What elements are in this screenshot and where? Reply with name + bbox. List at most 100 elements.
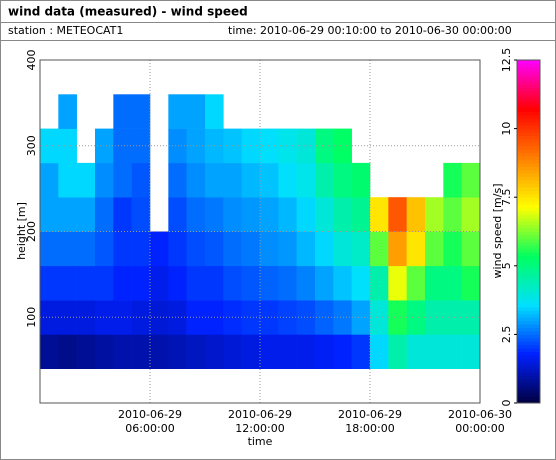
colorbar-segment	[517, 378, 540, 383]
colorbar-segment	[517, 228, 540, 232]
colorbar-segment	[517, 97, 540, 102]
cell	[186, 197, 206, 232]
colorbar-segment	[517, 330, 540, 335]
colorbar-segment	[517, 186, 540, 191]
colorbar-segment	[517, 197, 540, 202]
cell	[351, 265, 371, 301]
colorbar-tick-label: 7.5	[500, 188, 513, 206]
colorbar-segment	[517, 84, 540, 88]
cell	[58, 162, 77, 198]
cell	[351, 300, 371, 335]
colorbar-segment	[517, 372, 540, 377]
cell	[76, 197, 96, 232]
cell	[168, 231, 187, 267]
colorbar-tick-label: 10	[500, 122, 513, 136]
cell	[131, 334, 151, 369]
cell	[223, 334, 242, 369]
colorbar-segment	[517, 66, 540, 71]
cell	[168, 300, 187, 335]
colorbar-segment	[517, 193, 540, 198]
cell	[296, 300, 316, 335]
cell	[113, 334, 132, 369]
cell	[95, 128, 114, 164]
cell	[95, 334, 114, 369]
colorbar-segment	[517, 94, 540, 99]
cell	[351, 231, 371, 267]
y-tick-label: 100	[25, 307, 38, 328]
colorbar-segment	[517, 169, 540, 174]
colorbar-segment	[517, 354, 540, 359]
colorbar-segment	[517, 190, 540, 195]
cell	[186, 300, 206, 335]
colorbar-label: wind speed [m/s]	[491, 184, 504, 279]
cell	[461, 300, 481, 335]
colorbar-segment	[517, 221, 540, 226]
colorbar-segment	[517, 289, 540, 294]
cell	[131, 300, 151, 335]
colorbar-segment	[517, 77, 540, 82]
cell	[260, 197, 279, 232]
colorbar-segment	[517, 252, 540, 257]
cell	[260, 300, 279, 335]
cell	[461, 334, 481, 369]
cell	[260, 334, 279, 369]
colorbar-segment	[517, 111, 540, 116]
cell	[131, 162, 151, 198]
colorbar-segment	[517, 389, 540, 394]
colorbar-tick-label: 2.5	[500, 326, 513, 344]
cell	[315, 197, 334, 232]
colorbar-segment	[517, 183, 540, 188]
cell	[296, 231, 316, 267]
cell	[278, 231, 297, 267]
cell	[58, 265, 77, 301]
colorbar-segment	[517, 234, 540, 239]
y-tick-label: 300	[25, 135, 38, 156]
colorbar-segment	[517, 327, 540, 332]
colorbar-segment	[517, 358, 540, 363]
colorbar-segment	[517, 63, 540, 68]
cell	[76, 162, 96, 198]
x-tick-label: 2010-06-30 00:00:00	[448, 408, 512, 435]
colorbar-segment	[517, 245, 540, 250]
x-tick-label: 2010-06-29 06:00:00	[118, 408, 182, 435]
cell	[315, 162, 334, 198]
cell	[406, 197, 426, 232]
cell	[40, 265, 59, 301]
cell	[388, 231, 407, 267]
cell	[351, 162, 371, 198]
colorbar-segment	[517, 135, 540, 140]
colorbar-segment	[517, 272, 540, 277]
colorbar-segment	[517, 101, 540, 106]
colorbar-segment	[517, 217, 540, 222]
cell	[223, 231, 242, 267]
colorbar-frame	[516, 59, 541, 404]
colorbar-segment	[517, 214, 540, 219]
cell	[315, 300, 334, 335]
station: station : METEOCAT1	[8, 24, 123, 37]
cell	[425, 300, 444, 335]
cell	[186, 128, 206, 164]
cell	[278, 197, 297, 232]
cell	[223, 162, 242, 198]
cell	[131, 94, 151, 129]
cell	[186, 334, 206, 369]
cell	[131, 231, 151, 267]
cell	[241, 197, 261, 232]
colorbar-segment	[517, 70, 540, 75]
cell	[168, 94, 187, 129]
colorbar-segment	[517, 375, 540, 380]
colorbar-segment	[517, 121, 540, 126]
cell	[406, 334, 426, 369]
cell	[241, 334, 261, 369]
cell	[150, 334, 169, 369]
colorbar-segment	[517, 142, 540, 147]
cell	[205, 162, 224, 198]
cell	[296, 162, 316, 198]
cell	[113, 231, 132, 267]
colorbar-segment	[517, 351, 540, 356]
cell	[333, 265, 352, 301]
cell	[113, 94, 132, 129]
cell	[113, 162, 132, 198]
cell	[186, 94, 206, 129]
colorbar-segment	[517, 128, 540, 133]
